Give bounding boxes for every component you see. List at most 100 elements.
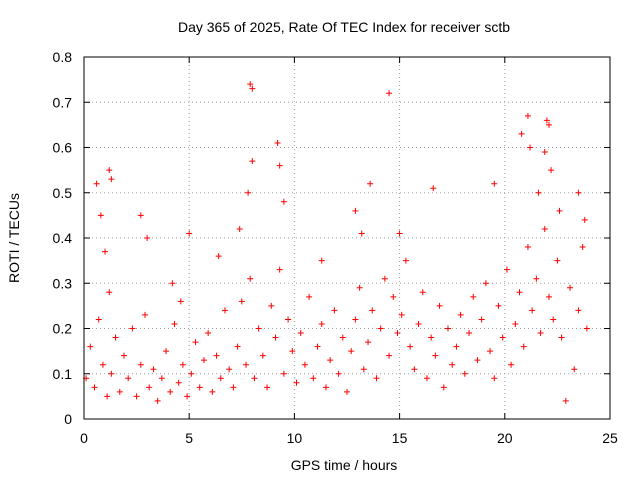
data-point: [306, 293, 313, 300]
data-point: [527, 144, 534, 151]
data-point: [163, 348, 170, 355]
data-point: [386, 90, 393, 97]
data-point: [249, 85, 256, 92]
data-point: [386, 352, 393, 359]
data-point: [249, 158, 256, 165]
data-point: [301, 361, 308, 368]
data-point: [213, 352, 220, 359]
x-tick-label: 10: [287, 430, 303, 446]
data-point: [545, 121, 552, 128]
data-point: [491, 180, 498, 187]
data-point: [411, 366, 418, 373]
data-point: [247, 81, 254, 88]
y-tick-label: 0.2: [53, 321, 73, 337]
x-axis-label: GPS time / hours: [291, 457, 398, 473]
grid: [84, 57, 610, 419]
data-point: [272, 334, 279, 341]
data-point: [398, 311, 405, 318]
data-point: [125, 375, 132, 382]
data-point: [466, 330, 473, 337]
data-point: [276, 162, 283, 169]
data-point: [358, 230, 365, 237]
data-point: [491, 375, 498, 382]
data-point: [91, 384, 98, 391]
data-point: [381, 275, 388, 282]
data-point: [226, 366, 233, 373]
data-point: [423, 375, 430, 382]
data-point: [524, 112, 531, 119]
data-point: [177, 298, 184, 305]
data-point: [419, 289, 426, 296]
data-point: [331, 307, 338, 314]
data-point: [548, 167, 555, 174]
data-point: [470, 293, 477, 300]
data-point: [142, 311, 149, 318]
data-point: [314, 343, 321, 350]
data-point: [158, 375, 165, 382]
data-point: [285, 316, 292, 323]
data-point: [318, 320, 325, 327]
x-tick-label: 20: [497, 430, 513, 446]
data-point: [348, 348, 355, 355]
y-tick-label: 0.6: [53, 140, 73, 156]
data-point: [327, 357, 334, 364]
data-point: [575, 307, 582, 314]
data-point: [365, 339, 372, 346]
data-point: [175, 379, 182, 386]
x-tick-label: 15: [392, 430, 408, 446]
data-point: [104, 393, 111, 400]
data-point: [402, 257, 409, 264]
data-point: [106, 167, 113, 174]
data-point: [575, 189, 582, 196]
data-point: [537, 330, 544, 337]
data-point: [169, 280, 176, 287]
data-point: [108, 370, 115, 377]
data-point: [236, 225, 243, 232]
data-point: [415, 320, 422, 327]
data-point: [344, 388, 350, 395]
data-point: [93, 180, 100, 187]
x-tick-label: 0: [80, 430, 88, 446]
data-point: [196, 384, 203, 391]
data-point: [503, 266, 510, 273]
data-point: [524, 244, 531, 251]
data-point: [428, 334, 435, 341]
data-point: [579, 244, 586, 251]
data-point: [238, 298, 245, 305]
x-tick-label: 25: [602, 430, 618, 446]
data-point: [550, 316, 557, 323]
data-point: [482, 280, 489, 287]
data-point: [487, 348, 494, 355]
data-point: [264, 384, 271, 391]
data-point: [186, 230, 193, 237]
data-point: [129, 325, 136, 332]
data-point: [335, 370, 342, 377]
data-point: [108, 176, 115, 183]
data-point: [234, 343, 241, 350]
data-point: [116, 388, 123, 395]
data-point: [367, 180, 374, 187]
data-point: [512, 320, 519, 327]
data-point: [352, 316, 359, 323]
data-point: [558, 334, 565, 341]
y-tick-label: 0.3: [53, 275, 73, 291]
y-tick-label: 0.1: [53, 366, 73, 382]
data-point: [184, 393, 191, 400]
data-point: [247, 275, 254, 282]
data-point: [583, 325, 590, 332]
data-point: [310, 375, 317, 382]
y-tick-label: 0.8: [53, 49, 73, 65]
data-point: [221, 307, 228, 314]
chart-title: Day 365 of 2025, Rate Of TEC Index for r…: [178, 19, 510, 35]
data-point: [562, 397, 569, 404]
data-point: [230, 384, 237, 391]
data-point: [99, 361, 106, 368]
data-point: [215, 253, 222, 260]
data-point: [188, 370, 195, 377]
data-point: [474, 357, 481, 364]
data-point: [394, 330, 401, 337]
x-tick-label: 5: [185, 430, 193, 446]
data-point: [133, 393, 140, 400]
data-point: [192, 339, 199, 346]
plot-frame: [83, 56, 611, 420]
